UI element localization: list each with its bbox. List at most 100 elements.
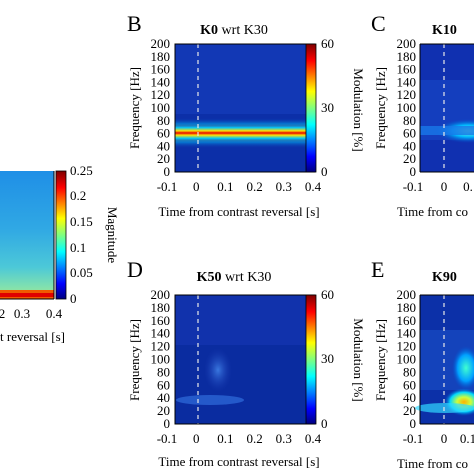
panel-a-cbar-tick: 0.2 <box>70 188 86 203</box>
panel-b-cbar-tick: 30 <box>321 100 334 115</box>
panel-b-title-rest: wrt K30 <box>218 23 268 38</box>
panel-a-colorbar-ticks: 0.25 0.2 0.15 0.1 0.05 0 <box>70 163 93 306</box>
panel-c-ytick: 100 <box>397 100 417 115</box>
panel-a-xtick: 0.4 <box>46 306 63 321</box>
panel-d-ytick: 120 <box>151 339 171 354</box>
panel-b-xtick: 0.3 <box>276 179 292 194</box>
panel-b-ytick: 140 <box>151 74 171 89</box>
panel-a-xticks: 2 0.3 0.4 <box>0 306 63 321</box>
panel-b-cbar-tick: 0 <box>321 164 328 179</box>
panel-b-ytick: 80 <box>157 113 170 128</box>
panel-b-xtick: 0 <box>193 179 200 194</box>
panel-e-ylabel: Frequency [Hz] <box>373 319 388 401</box>
panel-d-ytick: 20 <box>157 403 170 418</box>
panel-e-ytick: 40 <box>403 390 416 405</box>
panel-e-ytick: 60 <box>403 377 416 392</box>
panel-c-ytick: 40 <box>403 138 416 153</box>
panel-c-band <box>420 126 474 135</box>
panel-d-letter: D <box>127 257 143 282</box>
panel-d-title-bold: K50 <box>197 270 222 285</box>
panel-d: D K50 wrt K30 20018016014012010080604020… <box>127 257 366 469</box>
panel-a-colorbar-label: Magnitude <box>105 207 120 264</box>
panel-b-band <box>175 124 315 142</box>
panel-d-ytick: 40 <box>157 390 170 405</box>
panel-e-title: K90 <box>432 270 457 285</box>
panel-d-low-band <box>176 395 244 405</box>
panel-d-cbar-tick: 30 <box>321 351 334 366</box>
panel-b: B K0 wrt K30 200180160140120100806040200… <box>127 11 366 219</box>
panel-e-ytick: 200 <box>397 287 417 302</box>
panel-b-ytick: 40 <box>157 138 170 153</box>
panel-b-xticks: -0.1 0 0.1 0.2 0.3 0.4 <box>157 179 322 194</box>
panel-d-colorbar-label: Modulation [%] <box>351 318 366 401</box>
panel-d-xtick: -0.1 <box>157 431 178 446</box>
panel-d-ytick: 160 <box>151 313 171 328</box>
panel-d-cbar-tick: 0 <box>321 416 328 431</box>
panel-d-ytick: 80 <box>157 364 170 379</box>
panel-b-colorbar-label: Modulation [%] <box>351 68 366 151</box>
panel-b-title-bold: K0 <box>200 23 218 38</box>
panel-b-ytick: 180 <box>151 49 171 64</box>
panel-e-xticks: -0.1 0 0.1 <box>403 431 474 446</box>
panel-c-ytick: 80 <box>403 113 416 128</box>
panel-d-xticks: -0.1 0 0.1 0.2 0.3 0.4 <box>157 431 322 446</box>
panel-a-cbar-tick: 0.15 <box>70 214 93 229</box>
panel-c-xtick: -0.1 <box>403 179 424 194</box>
panel-d-xtick: 0.4 <box>305 431 322 446</box>
panel-c-ytick: 20 <box>403 151 416 166</box>
panel-b-ytick: 200 <box>151 36 171 51</box>
panel-d-xtick: 0 <box>193 431 200 446</box>
panel-d-title: K50 wrt K30 <box>197 270 272 285</box>
panel-c-xlabel: Time from co <box>397 204 468 219</box>
panel-c-ylabel: Frequency [Hz] <box>373 67 388 149</box>
panel-a-cbar-tick: 0 <box>70 291 77 306</box>
panel-b-ylabel: Frequency [Hz] <box>127 67 142 149</box>
panel-c-xticks: -0.1 0 0. <box>403 179 473 194</box>
panel-b-xtick: 0.2 <box>246 179 262 194</box>
panel-b-ytick: 0 <box>164 164 171 179</box>
panel-c-xtick: 0. <box>463 179 473 194</box>
panel-e-ytick: 120 <box>397 339 417 354</box>
panel-e-letter: E <box>371 257 384 282</box>
panel-b-ytick: 60 <box>157 126 170 141</box>
panel-a-cbar-tick: 0.05 <box>70 265 93 280</box>
panel-d-xlabel: Time from contrast reversal [s] <box>158 454 319 469</box>
panel-b-ytick: 120 <box>151 87 171 102</box>
panel-e-ytick: 180 <box>397 300 417 315</box>
panel-d-ytick: 180 <box>151 300 171 315</box>
panel-b-letter: B <box>127 11 142 36</box>
panel-d-xtick: 0.3 <box>276 431 292 446</box>
panel-b-ytick: 160 <box>151 62 171 77</box>
panel-c-ytick: 0 <box>410 164 417 179</box>
panel-a-xlabel: t reversal [s] <box>0 329 65 344</box>
panel-e-xtick: 0 <box>441 431 448 446</box>
panel-d-xtick: 0.2 <box>246 431 262 446</box>
panel-d-heat-upper <box>175 295 315 345</box>
panel-c-ytick: 60 <box>403 126 416 141</box>
panel-b-xtick: -0.1 <box>157 179 178 194</box>
panel-e-blob-upper <box>452 346 474 390</box>
panel-b-colorbar <box>305 43 317 173</box>
panel-d-xtick: 0.1 <box>217 431 233 446</box>
panel-e-xlabel: Time from co <box>397 456 468 471</box>
panel-a-xtick: 2 <box>0 306 5 321</box>
panel-d-ytick: 60 <box>157 377 170 392</box>
panel-a-cbar-tick: 0.25 <box>70 163 93 178</box>
panel-b-heat-upper <box>175 44 315 114</box>
panel-a-cbar-tick: 0.1 <box>70 240 86 255</box>
panel-c-ytick: 120 <box>397 87 417 102</box>
panel-c-ytick: 160 <box>397 62 417 77</box>
panel-c-title: K10 <box>432 23 457 38</box>
panel-d-blob <box>204 348 232 392</box>
panel-c-ytick: 180 <box>397 49 417 64</box>
panel-d-cbar-tick: 60 <box>321 287 334 302</box>
panel-b-cbar-tick: 60 <box>321 36 334 51</box>
panel-e-ytick: 20 <box>403 403 416 418</box>
